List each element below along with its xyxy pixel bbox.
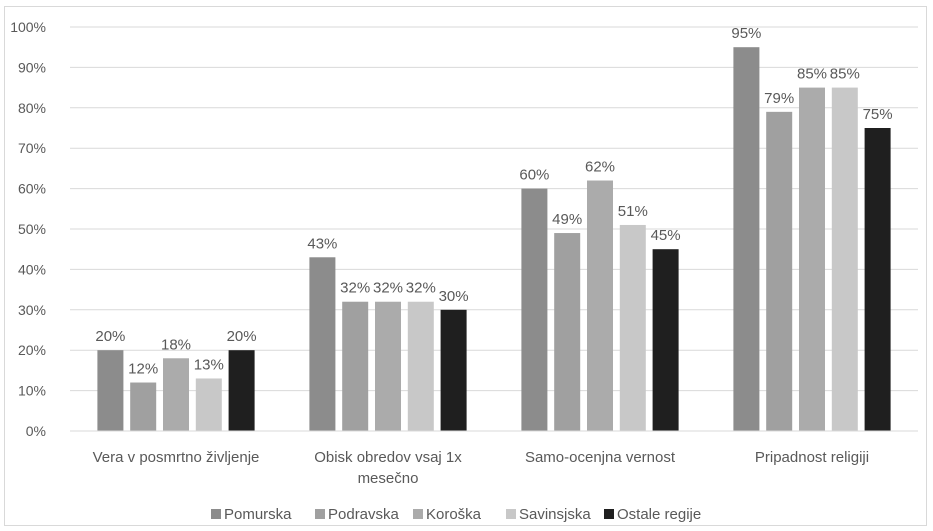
x-category-label: Obisk obredov vsaj 1x <box>314 449 462 466</box>
x-category-label: Pripadnost religiji <box>755 449 869 466</box>
y-tick-label: 50% <box>18 221 46 237</box>
bar <box>766 111 793 431</box>
data-label: 75% <box>863 106 893 123</box>
y-tick-label: 0% <box>26 423 46 439</box>
legend-swatch <box>211 509 221 519</box>
data-label: 51% <box>618 203 648 220</box>
bar <box>309 257 336 431</box>
bar <box>799 87 825 431</box>
x-category-label: Samo-ocenjna vernost <box>525 449 676 466</box>
chart-frame <box>4 6 927 526</box>
bar <box>130 382 157 431</box>
data-label: 43% <box>307 235 337 252</box>
data-label: 13% <box>194 356 224 373</box>
legend-swatch <box>413 509 423 519</box>
bar <box>733 47 760 431</box>
y-axis: 0% 10% 20% 30% 40% 50% 60% 70% 80% 90% 100% <box>10 19 46 439</box>
data-label: 62% <box>585 159 615 176</box>
data-label: 20% <box>227 328 257 345</box>
bar <box>619 224 646 431</box>
legend-label: Savinsjska <box>519 506 591 523</box>
bar <box>554 233 581 431</box>
y-tick-label: 60% <box>18 181 46 197</box>
legend-label: Koroška <box>426 506 482 523</box>
bar <box>652 249 679 431</box>
legend-swatch <box>315 509 325 519</box>
data-label: 49% <box>552 211 582 228</box>
legend-label: Podravska <box>328 506 400 523</box>
y-tick-label: 100% <box>10 19 46 35</box>
y-tick-label: 90% <box>18 59 46 75</box>
x-category-label: Vera v posmrtno življenje <box>93 449 260 466</box>
bar <box>587 180 613 431</box>
data-label: 32% <box>340 280 370 297</box>
y-tick-label: 70% <box>18 140 46 156</box>
bar <box>831 87 858 431</box>
data-label: 18% <box>161 336 191 353</box>
bar <box>97 350 124 431</box>
bars <box>97 47 891 431</box>
bar <box>342 301 369 431</box>
legend-swatch <box>604 509 614 519</box>
data-label: 32% <box>373 280 403 297</box>
legend: Pomurska Podravska Koroška Savinsjska Ostale… <box>211 506 701 523</box>
data-label: 12% <box>128 361 158 378</box>
data-label: 95% <box>731 25 761 42</box>
y-tick-label: 40% <box>18 261 46 277</box>
bar <box>375 301 401 431</box>
bar <box>521 188 548 431</box>
legend-swatch <box>506 509 516 519</box>
data-label: 32% <box>406 280 436 297</box>
bar <box>195 378 222 431</box>
x-category-label: mesečno <box>358 470 419 487</box>
y-tick-label: 10% <box>18 383 46 399</box>
legend-label: Pomurska <box>224 506 292 523</box>
data-label: 45% <box>651 227 681 244</box>
bar <box>407 301 434 431</box>
data-label: 30% <box>439 288 469 305</box>
data-label: 85% <box>797 66 827 83</box>
data-labels: 20%12%18%13%20%43%32% 32% 32% 30%60%49%62%5… <box>95 25 892 377</box>
data-label: 79% <box>764 90 794 107</box>
data-label: 85% <box>830 66 860 83</box>
y-tick-label: 20% <box>18 342 46 358</box>
x-axis: Vera v posmrtno življenje Obisk obredov v… <box>70 430 918 487</box>
y-tick-label: 80% <box>18 100 46 116</box>
legend-label: Ostale regije <box>617 506 701 523</box>
bar <box>228 350 255 431</box>
bar <box>440 309 467 431</box>
y-tick-label: 30% <box>18 302 46 318</box>
bar <box>864 128 891 431</box>
data-label: 60% <box>519 167 549 184</box>
bar <box>163 358 189 431</box>
data-label: 20% <box>95 328 125 345</box>
